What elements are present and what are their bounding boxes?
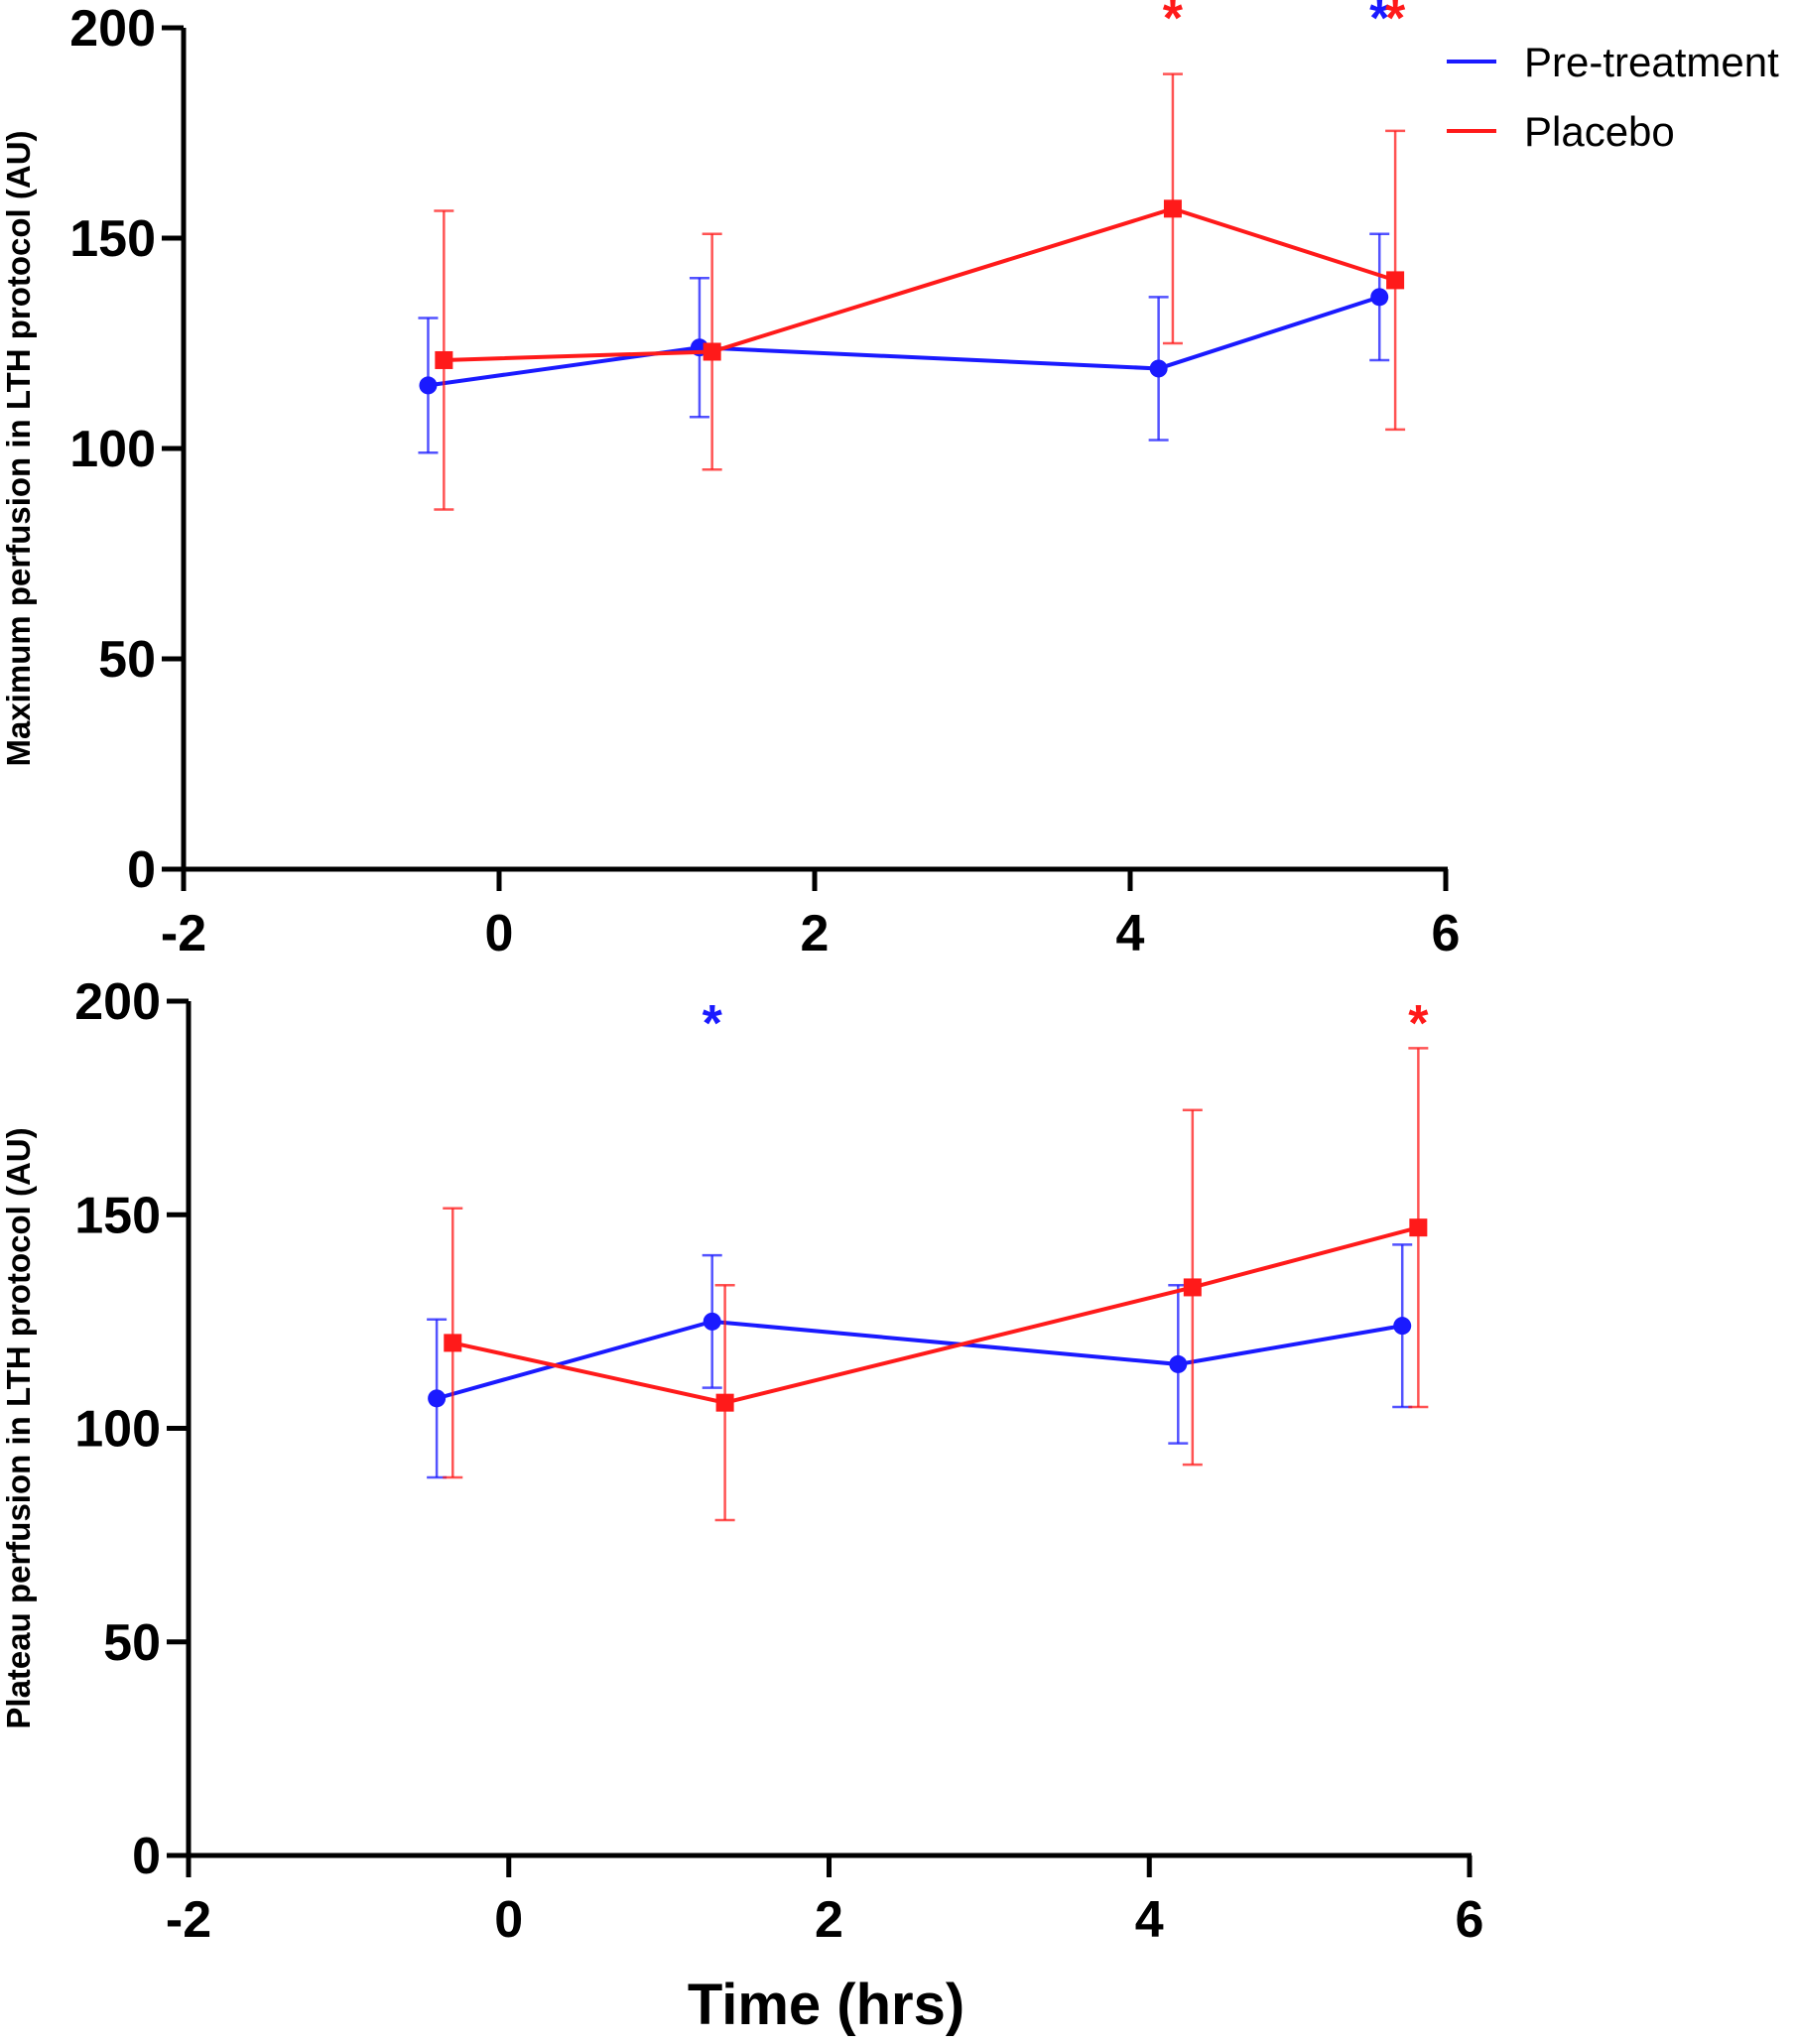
data-point xyxy=(428,1389,447,1408)
x-tick-label: 6 xyxy=(1432,905,1461,962)
significance-marker: * xyxy=(1369,0,1390,48)
y-tick-label: 50 xyxy=(98,631,156,689)
data-point xyxy=(1370,288,1389,307)
series-line xyxy=(428,295,1380,388)
series-pre-treatment: * xyxy=(418,0,1390,454)
legend-label: Placebo xyxy=(1524,108,1675,155)
series-placebo: * * xyxy=(434,0,1406,511)
x-axis-label: Time (hrs) xyxy=(688,1973,964,2037)
y-tick-label: 0 xyxy=(132,1828,161,1885)
data-point xyxy=(435,350,453,369)
y-tick-label: 0 xyxy=(127,841,156,899)
x-tick-label: 6 xyxy=(1456,1891,1484,1949)
data-point xyxy=(444,1334,462,1352)
y-tick-label: 150 xyxy=(69,210,156,268)
data-point xyxy=(1393,1317,1412,1336)
data-point xyxy=(1386,271,1405,290)
series-pre-treatment: * xyxy=(427,995,1413,1479)
x-tick-label: 4 xyxy=(1135,1891,1164,1949)
x-tick-label: 2 xyxy=(801,905,830,962)
y-tick-label: 200 xyxy=(69,0,156,58)
significance-marker: * xyxy=(1408,995,1429,1053)
x-tick-label: 4 xyxy=(1116,905,1145,962)
x-tick-label: -2 xyxy=(161,905,206,962)
y-tick-label: 50 xyxy=(103,1614,161,1672)
y-tick-label: 200 xyxy=(74,973,161,1031)
significance-marker: * xyxy=(1385,0,1406,48)
data-point xyxy=(1149,359,1168,378)
x-tick-label: -2 xyxy=(166,1891,211,1949)
legend-label: Pre-treatment xyxy=(1524,39,1779,85)
data-point xyxy=(1163,199,1182,218)
series-line xyxy=(436,1319,1403,1401)
y-tick-label: 150 xyxy=(74,1187,161,1244)
series-line xyxy=(444,206,1396,362)
x-tick-label: 0 xyxy=(494,1891,523,1949)
series-line xyxy=(451,1225,1419,1405)
data-point xyxy=(715,1393,734,1412)
x-tick-label: 0 xyxy=(485,905,514,962)
y-tick-label: 100 xyxy=(69,421,156,478)
y-tick-label: 100 xyxy=(74,1401,161,1459)
data-point xyxy=(703,342,721,361)
data-point xyxy=(1183,1278,1202,1297)
significance-marker: * xyxy=(703,995,723,1053)
data-point xyxy=(1409,1218,1428,1237)
series-placebo: * xyxy=(443,995,1429,1522)
data-point xyxy=(703,1312,721,1331)
data-point xyxy=(419,376,438,395)
y-axis-label: Maximum perfusion in LTH protocol (AU) xyxy=(0,130,37,766)
data-point xyxy=(1169,1354,1188,1373)
y-axis-label: Plateau perfusion in LTH protocol (AU) xyxy=(0,1127,37,1728)
significance-marker: * xyxy=(1163,0,1184,48)
legend: Pre-treatment Placebo xyxy=(1447,39,1779,155)
x-tick-label: 2 xyxy=(815,1891,843,1949)
